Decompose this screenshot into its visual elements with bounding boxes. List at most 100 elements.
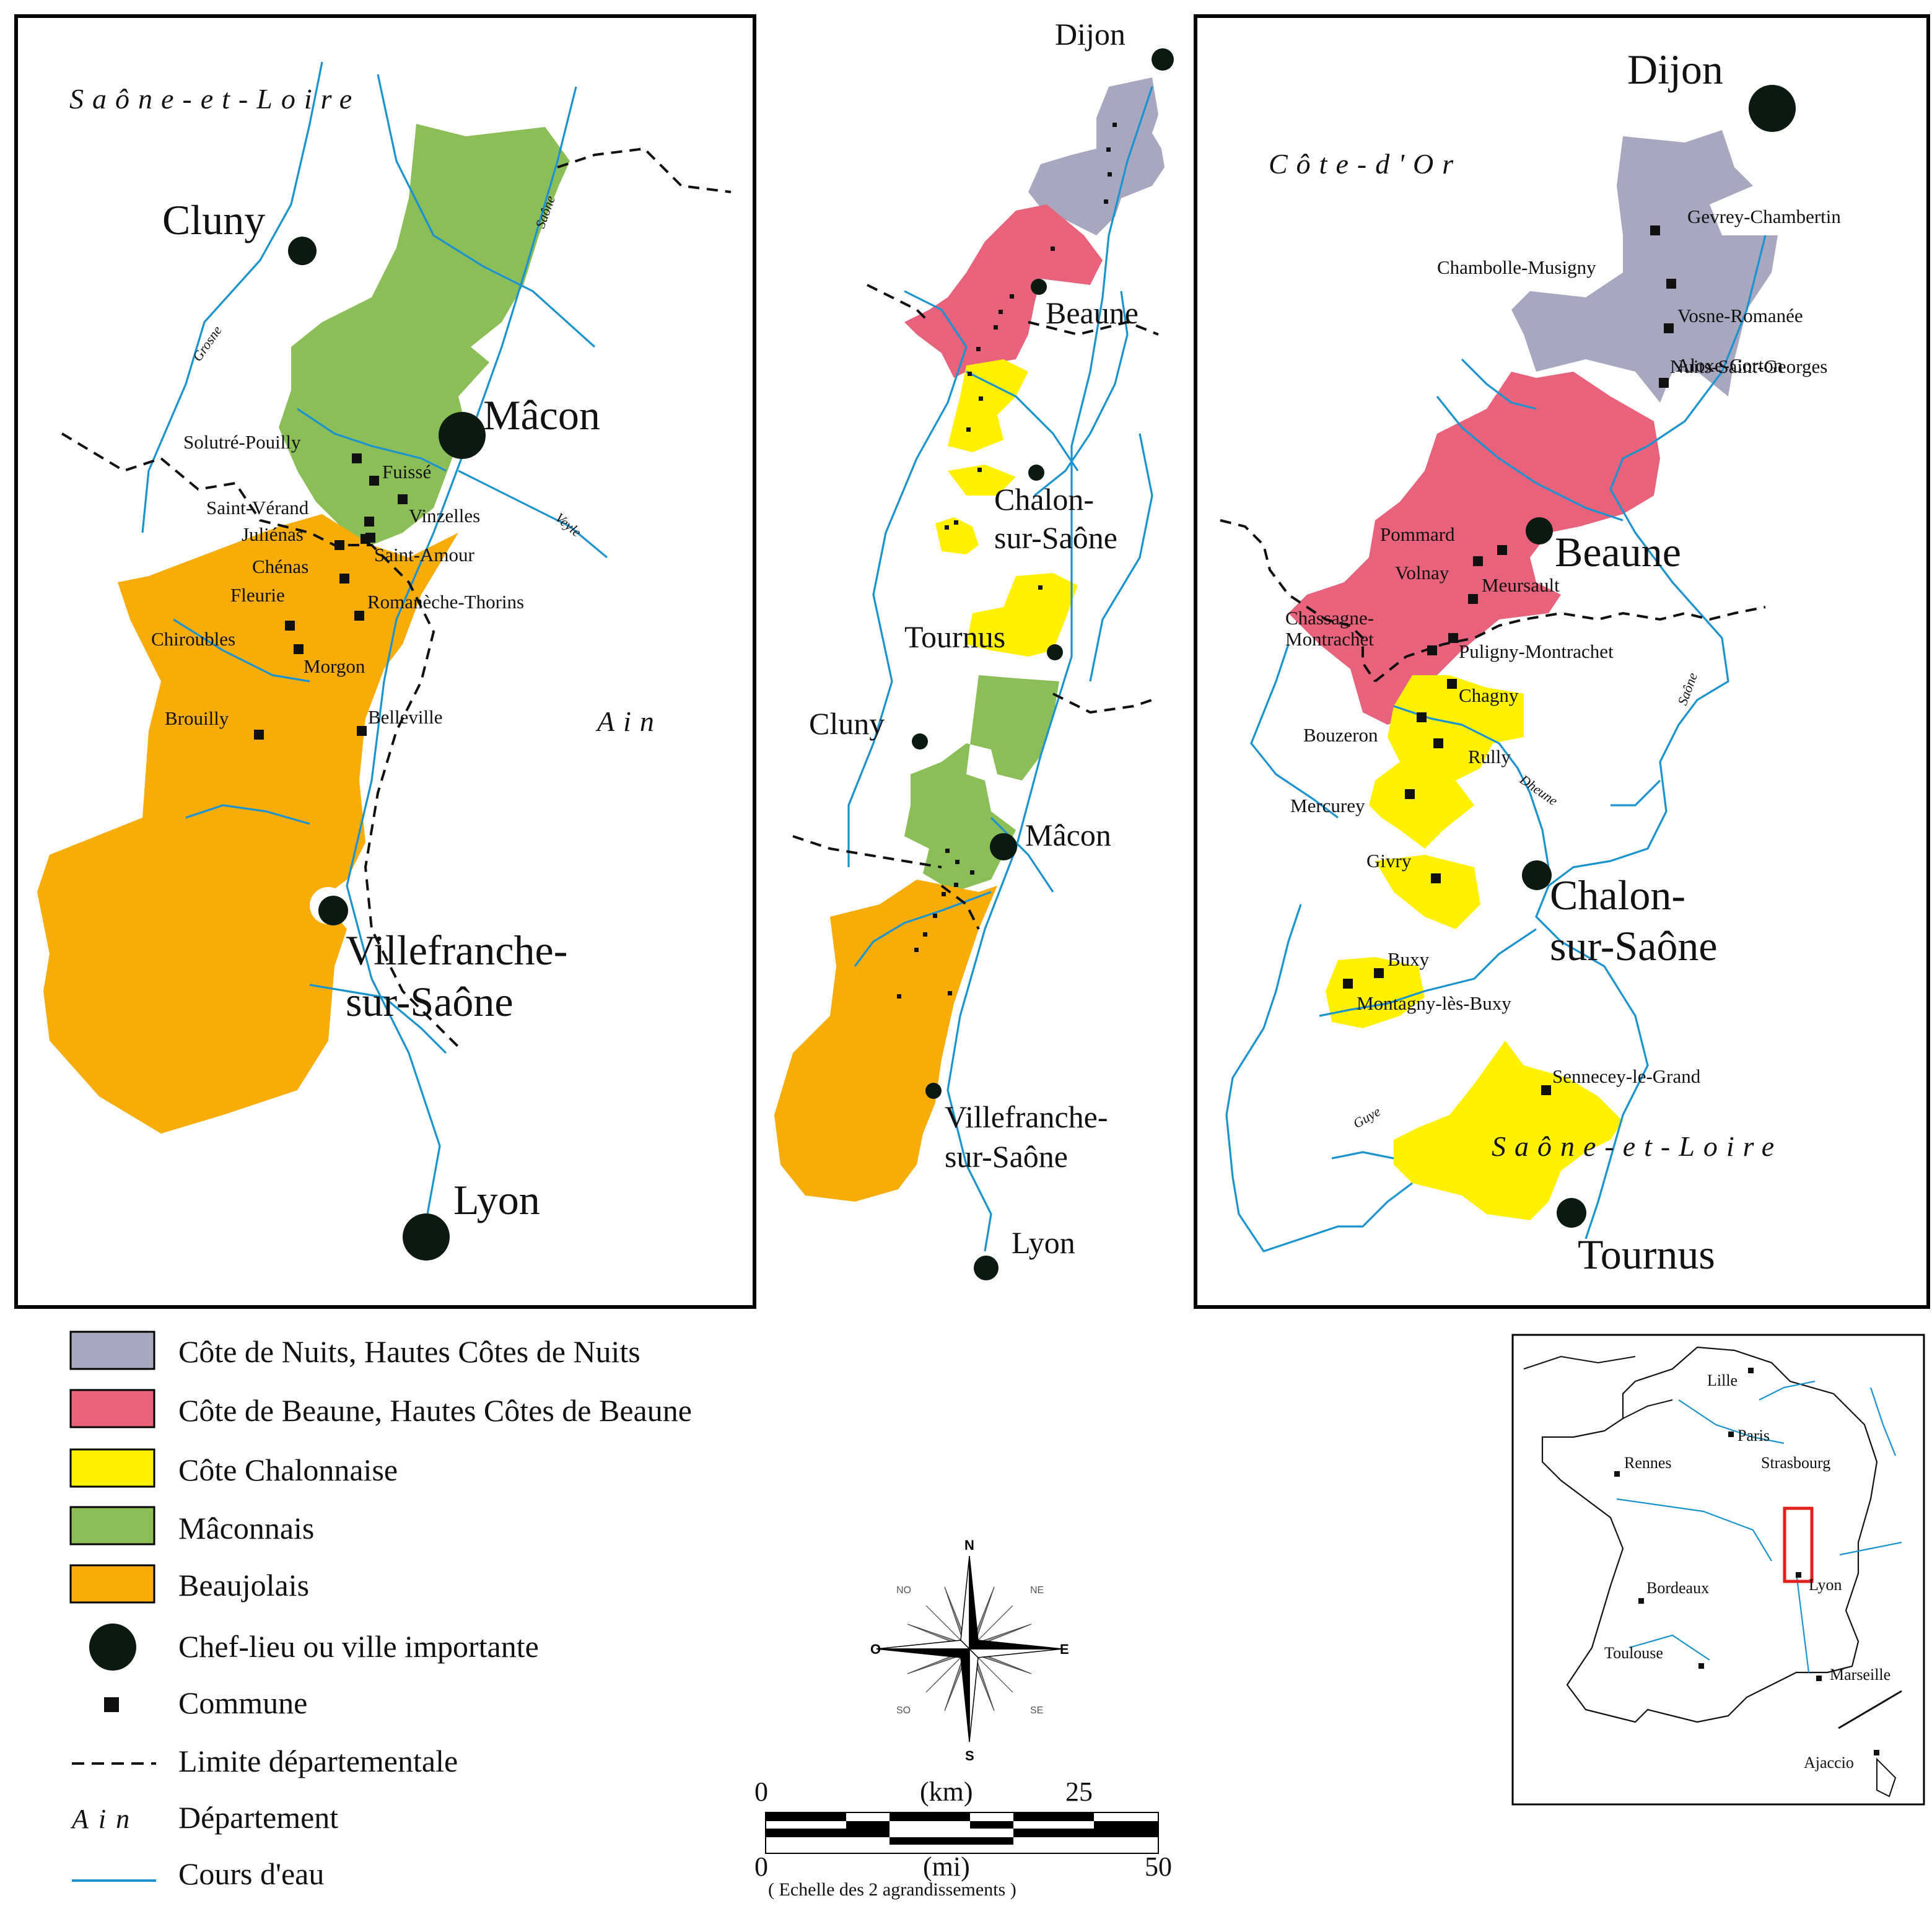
right-commune-marker	[1433, 738, 1443, 748]
left-commune-label: Brouilly	[165, 707, 229, 729]
left-commune-label: Belleville	[368, 706, 443, 728]
compass-ne: NE	[1030, 1585, 1044, 1596]
compass-no: NO	[896, 1585, 911, 1596]
dept-ain: Ain	[595, 706, 663, 737]
right-commune-label: Montagny-lès-Buxy	[1357, 992, 1511, 1014]
legend-label-maconnais: Mâconnais	[178, 1511, 314, 1545]
inset-rennes: Rennes	[1624, 1454, 1672, 1472]
inset-ajaccio: Ajaccio	[1804, 1754, 1854, 1772]
lyon-label-middle: Lyon	[1012, 1225, 1075, 1260]
left-commune-marker	[357, 726, 367, 736]
tournus-label-right: Tournus	[1578, 1231, 1715, 1278]
left-commune-marker	[285, 621, 295, 631]
villefranche-label-1: Villefranche-	[346, 927, 567, 974]
right-commune-marker	[1343, 979, 1353, 989]
legend-label-limite: Limite départementale	[178, 1744, 458, 1778]
left-commune-label: Solutré-Pouilly	[183, 431, 301, 453]
compass-o: O	[870, 1641, 881, 1657]
right-commune-label: Puligny-Montrachet	[1459, 640, 1614, 662]
beaune-label-right: Beaune	[1555, 528, 1681, 575]
right-commune-label: Pommard	[1380, 523, 1455, 545]
compass-se: SE	[1030, 1705, 1043, 1716]
macon-city-marker	[439, 412, 486, 459]
cote-chalonnaise-region-middle-2	[948, 465, 1016, 496]
right-commune-label: Sennecey-le-Grand	[1552, 1065, 1701, 1087]
tournus-marker-right	[1557, 1198, 1586, 1228]
beaune-marker-right	[1526, 517, 1553, 544]
cote-de-nuits-region-middle	[1028, 77, 1165, 235]
cote-de-beaune-region-right	[1288, 372, 1660, 725]
left-commune-marker	[294, 644, 304, 654]
right-commune-label: Gevrey-Chambertin	[1687, 206, 1841, 227]
right-commune-marker	[1666, 279, 1676, 289]
left-commune-label: Juliénas	[242, 523, 304, 545]
scale-mi-end: 50	[1145, 1851, 1172, 1882]
lyon-label: Lyon	[453, 1176, 540, 1223]
right-commune-marker	[1650, 225, 1660, 235]
middle-map: Dijon Beaune Chalon- sur-Saône Tournus C…	[774, 17, 1174, 1280]
legend-swatch-beaujolais	[69, 1564, 155, 1604]
left-commune-marker	[364, 517, 374, 527]
left-commune-label: Fleurie	[230, 584, 285, 606]
compass-so: SO	[896, 1705, 911, 1716]
legend-dept-sample: Ain	[70, 1804, 139, 1834]
beaujolais-region-left	[37, 514, 458, 1134]
right-commune-marker	[1417, 712, 1427, 722]
left-commune-marker	[334, 540, 344, 550]
inset-bordeaux: Bordeaux	[1646, 1579, 1709, 1597]
chalon-label-right-2: sur-Saône	[1550, 922, 1718, 969]
legend-label-cours-eau: Cours d'eau	[178, 1856, 324, 1891]
right-commune-label: Meursault	[1482, 574, 1560, 596]
legend-swatch-nuits	[69, 1331, 155, 1370]
beaune-label-middle: Beaune	[1046, 295, 1139, 330]
scale-km-end: 25	[1065, 1777, 1093, 1807]
left-commune-label: Chénas	[252, 556, 308, 577]
right-commune-marker	[1659, 378, 1669, 388]
legend-label-nuits: Côte de Nuits, Hautes Côtes de Nuits	[178, 1334, 640, 1369]
right-commune-marker	[1405, 789, 1415, 799]
left-map-panel: Cluny Mâcon Villefranche- sur-Saône Lyon…	[14, 14, 756, 1309]
villefranche-city-marker	[318, 896, 348, 925]
cote-chalonnaise-region-right-2	[1375, 855, 1480, 929]
beaujolais-region-middle	[774, 880, 997, 1202]
compass-rose: N S E O NE NO SE SO	[870, 1537, 1069, 1764]
macon-marker-middle	[990, 833, 1017, 860]
right-commune-label: Chambolle-Musigny	[1437, 256, 1596, 278]
right-communes: Gevrey-Chambertin Chambolle-Musigny Vosne-…	[1285, 206, 1841, 1095]
left-commune-label: Vinzelles	[409, 505, 480, 527]
legend-commune-icon	[104, 1697, 119, 1712]
cote-de-beaune-region-middle	[904, 204, 1103, 378]
villefranche-label-middle-2: sur-Saône	[945, 1139, 1068, 1174]
inset-paris: Paris	[1737, 1427, 1770, 1445]
right-commune-marker	[1448, 633, 1458, 643]
legend-chef-lieu-icon	[89, 1624, 136, 1671]
left-commune-marker	[369, 476, 379, 486]
dept-saone-et-loire-right: Saône-et-Loire	[1492, 1130, 1783, 1162]
scale-bar: 0 (km) 25 0 (mi) 50 ( Echelle des 2 agra…	[754, 1777, 1172, 1900]
legend-label-beaune: Côte de Beaune, Hautes Côtes de Beaune	[178, 1393, 692, 1428]
legend-label-departement: Département	[178, 1800, 338, 1835]
chalon-label-middle-2: sur-Saône	[994, 520, 1117, 555]
cote-chalonnaise-region-right-4	[1394, 1041, 1623, 1220]
right-commune-marker	[1541, 1085, 1551, 1095]
right-commune-label: Vosne-Romanée	[1677, 305, 1803, 326]
right-commune-marker	[1431, 873, 1441, 883]
chalon-marker-middle	[1028, 465, 1044, 481]
inset-marseille: Marseille	[1830, 1666, 1890, 1684]
right-commune-marker	[1468, 594, 1478, 604]
inset-france-map: Lille Paris Strasbourg Rennes Lyon Borde…	[1511, 1334, 1925, 1806]
cluny-marker-middle	[912, 733, 928, 750]
legend-label-chalonnaise: Côte Chalonnaise	[178, 1453, 398, 1487]
left-commune-marker	[354, 611, 364, 621]
right-commune-label: Volnay	[1395, 562, 1449, 584]
macon-label: Mâcon	[483, 391, 600, 439]
compass-s: S	[965, 1748, 974, 1764]
dijon-marker-middle	[1152, 48, 1174, 71]
left-commune-label: Saint-Vérand	[206, 497, 309, 518]
villefranche-marker-middle	[925, 1083, 942, 1099]
dept-cote-d-or: Côte-d'Or	[1269, 148, 1462, 180]
inset-strasbourg: Strasbourg	[1761, 1454, 1830, 1472]
left-commune-label: Fuissé	[382, 461, 431, 483]
left-commune-marker	[254, 730, 264, 740]
